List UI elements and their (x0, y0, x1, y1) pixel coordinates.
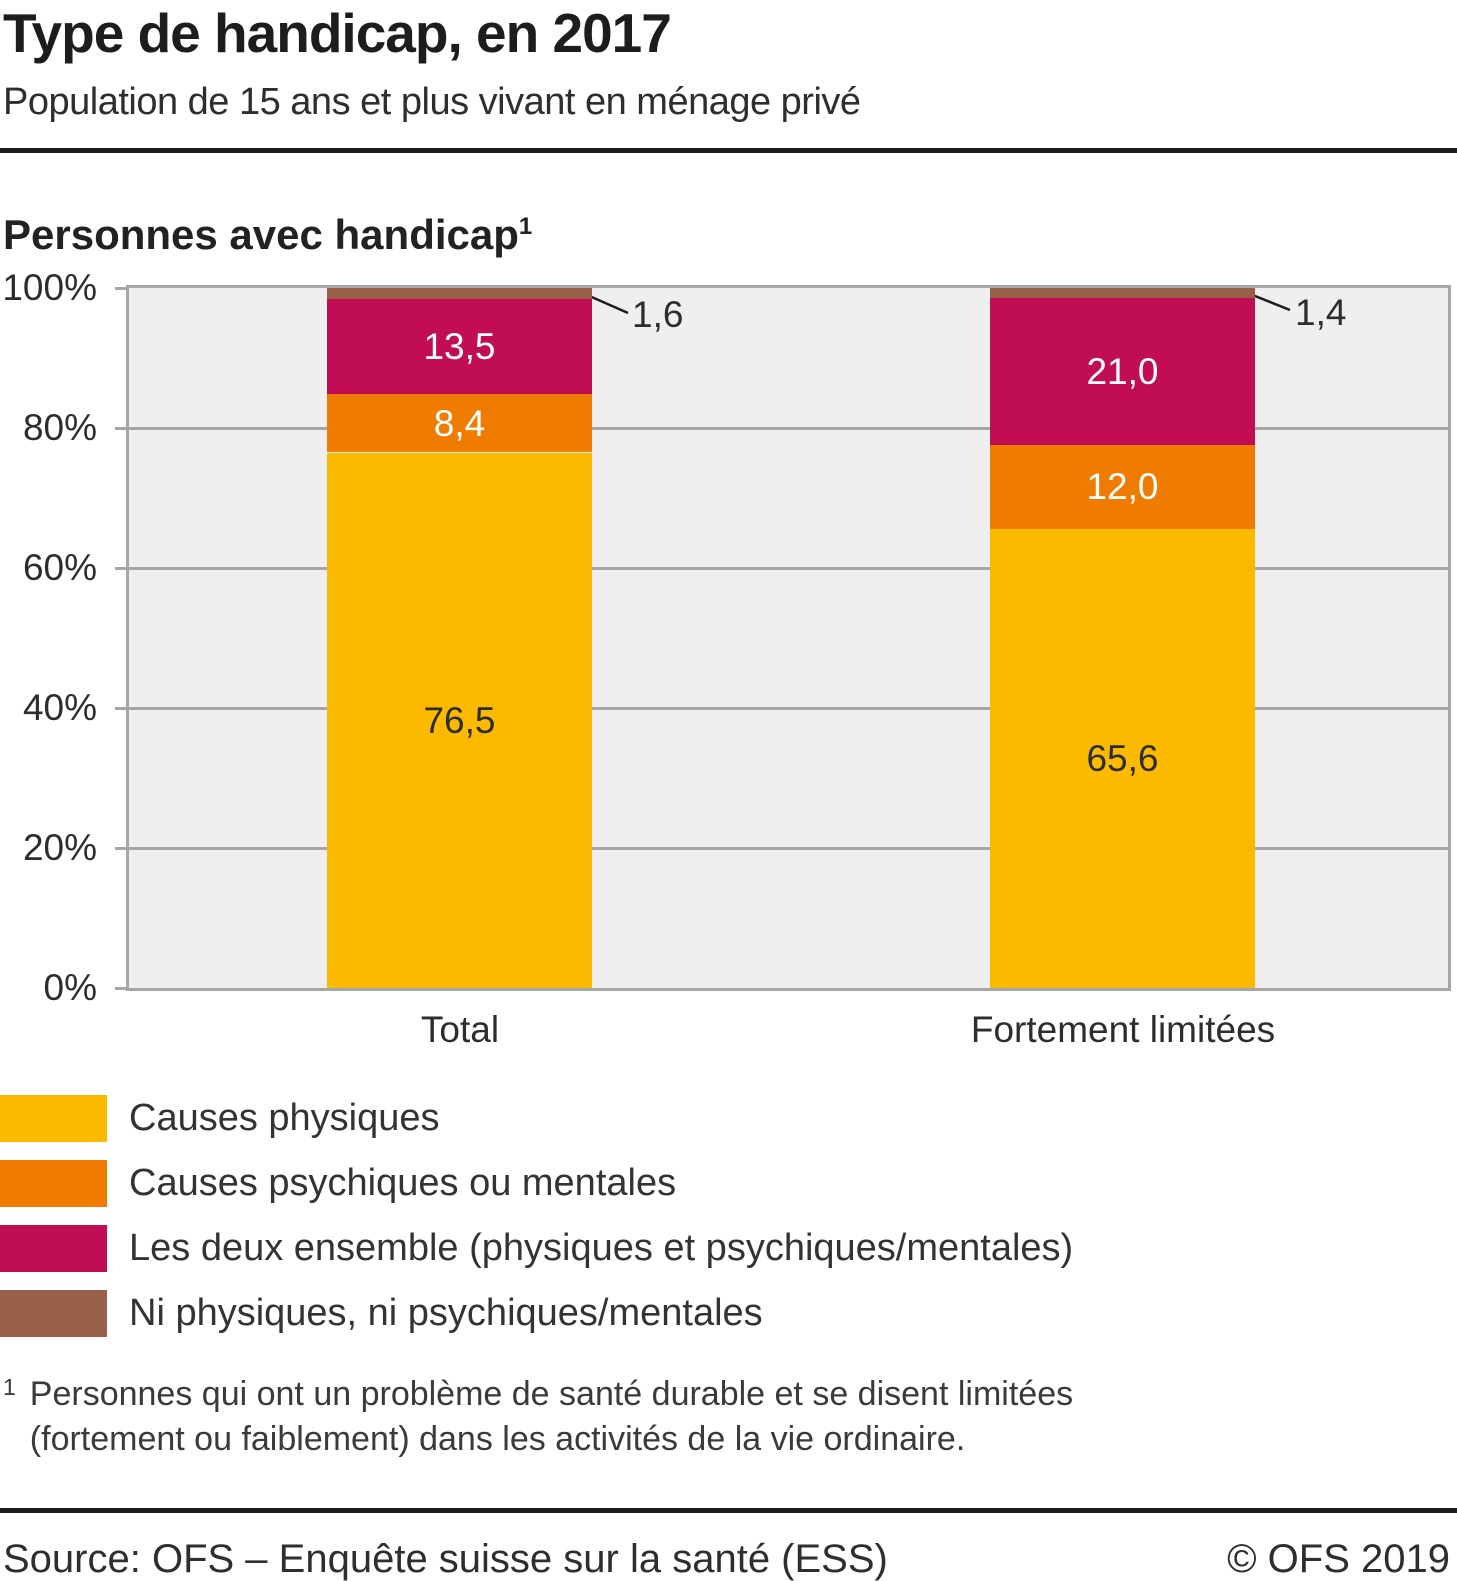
footer-source: Source: OFS – Enquête suisse sur la sant… (3, 1537, 888, 1581)
legend-item: Ni physiques, ni psychiques/mentales (0, 1290, 1073, 1337)
bar-value-label: 8,4 (433, 402, 486, 444)
annotation-fortement-ni-value: 1,4 (1295, 292, 1347, 333)
footnote-marker: 1 (3, 1374, 16, 1400)
chart-heading-text: Personnes avec handicap (3, 211, 519, 258)
y-axis-label: 60% (22, 547, 97, 588)
y-axis-tick (115, 566, 129, 570)
y-axis-ticks (115, 286, 129, 990)
gridline (129, 846, 1448, 850)
footer: Source: OFS – Enquête suisse sur la sant… (3, 1537, 1450, 1581)
gridline (129, 426, 1448, 430)
bottom-divider (0, 1508, 1457, 1513)
x-axis-labels: Total Fortement limitées (0, 1008, 1457, 1058)
footnote-line-1: Personnes qui ont un problème de santé d… (29, 1375, 1074, 1413)
y-axis-tick (115, 706, 129, 710)
footnote-line-2: (fortement ou faiblement) dans les activ… (29, 1420, 966, 1458)
y-axis-labels: 0% 20% 40% 60% 80% 100% (0, 267, 97, 1008)
legend-swatch (0, 1160, 107, 1207)
bar-segment (327, 288, 592, 300)
legend-item: Causes psychiques ou mentales (0, 1160, 1073, 1207)
y-axis-label: 20% (22, 827, 97, 868)
y-axis-label: 0% (43, 967, 97, 1008)
footnote: 1 Personnes qui ont un problème de santé… (3, 1372, 1073, 1462)
bar-value-label: 65,6 (1086, 737, 1159, 779)
chart-heading: Personnes avec handicap1 (3, 202, 532, 260)
y-axis-tick (115, 286, 129, 290)
bar-segment: 21,0 (990, 297, 1255, 445)
legend-label: Causes physiques (129, 1097, 440, 1139)
legend-swatch (0, 1290, 107, 1337)
bars: 76,5 8,4 13,5 65,6 12,0 21,0 (129, 288, 1448, 988)
legend-swatch (0, 1095, 107, 1142)
legend-label: Ni physiques, ni psychiques/mentales (129, 1292, 763, 1334)
footnote-text: Personnes qui ont un problème de santé d… (30, 1372, 1073, 1462)
bar-value-label: 21,0 (1086, 350, 1159, 392)
plot-area: 76,5 8,4 13,5 65,6 12,0 21,0 (126, 285, 1451, 991)
bar-value-label: 13,5 (423, 325, 496, 367)
bar-value-label: 76,5 (423, 699, 496, 741)
gridline (129, 706, 1448, 710)
y-axis-label: 100% (2, 267, 97, 308)
legend-label: Les deux ensemble (physiques et psychiqu… (129, 1227, 1074, 1269)
bar-segment (990, 288, 1255, 298)
top-divider (0, 148, 1457, 153)
bar-segment: 76,5 (327, 452, 592, 988)
bar-value-label: 12,0 (1086, 466, 1159, 508)
page-title: Type de handicap, en 2017 (3, 2, 672, 64)
y-axis-tick (115, 426, 129, 430)
footer-copyright: © OFS 2019 (1227, 1537, 1450, 1581)
y-axis-tick (115, 846, 129, 850)
gridlines (129, 288, 1448, 988)
bar-segment: 65,6 (990, 528, 1255, 988)
y-axis-label: 80% (22, 407, 97, 448)
bar-segment: 13,5 (327, 299, 592, 394)
chart-heading-footnote-marker: 1 (518, 213, 533, 240)
bar-segment: 12,0 (990, 444, 1255, 529)
x-axis-label: Fortement limitées (970, 1009, 1276, 1050)
x-axis-label: Total (420, 1009, 500, 1050)
annotation-total-ni-value: 1,6 (632, 294, 684, 335)
legend-item: Causes physiques (0, 1095, 1073, 1142)
legend-swatch (0, 1225, 107, 1272)
legend-item: Les deux ensemble (physiques et psychiqu… (0, 1225, 1073, 1272)
y-axis-label: 40% (22, 687, 97, 728)
legend: Causes physiques Causes psychiques ou men… (0, 1095, 1073, 1355)
page-subtitle: Population de 15 ans et plus vivant en m… (3, 81, 861, 123)
y-axis-tick (115, 986, 129, 990)
bar-segment: 8,4 (327, 393, 592, 453)
gridline (129, 566, 1448, 570)
legend-label: Causes psychiques ou mentales (129, 1162, 677, 1204)
